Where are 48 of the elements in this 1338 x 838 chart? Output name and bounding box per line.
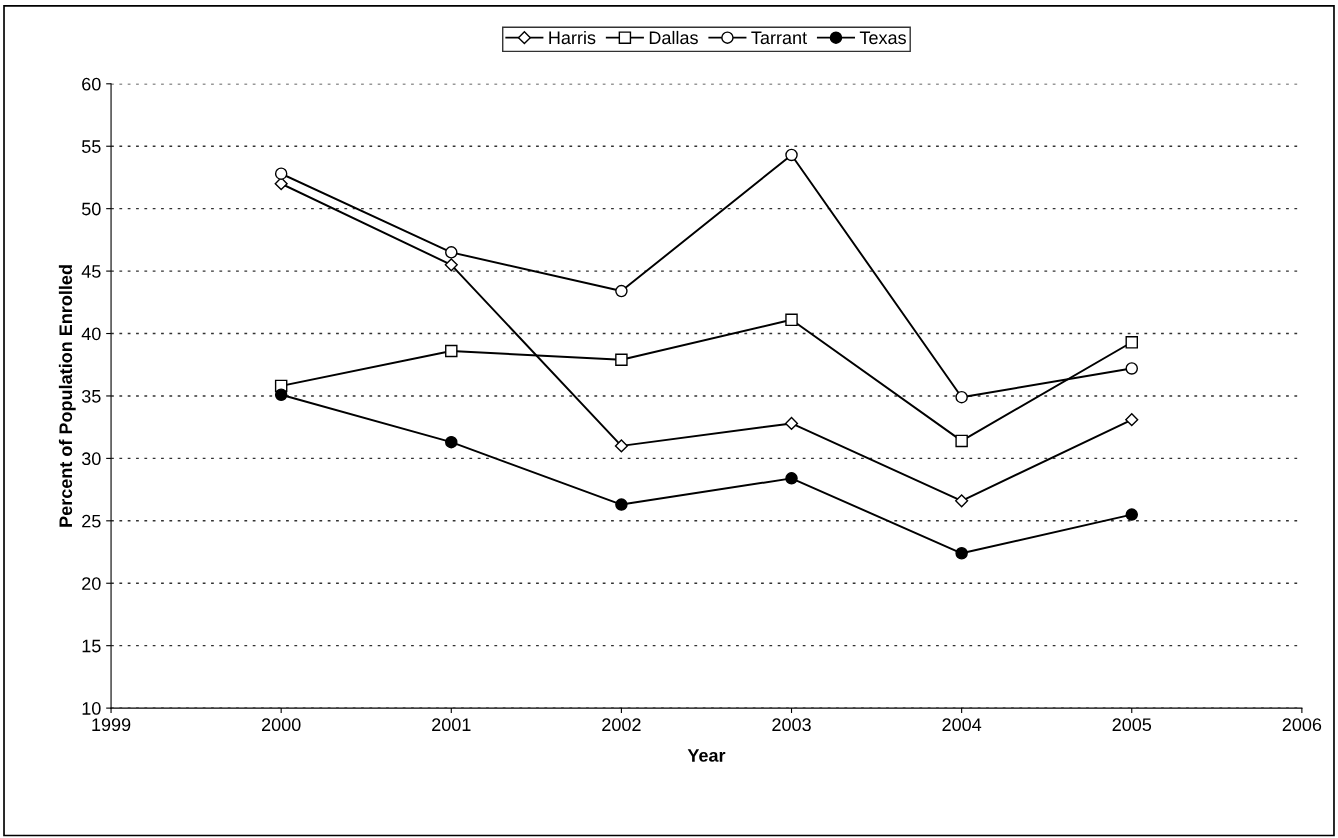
point <box>444 258 458 272</box>
point <box>785 472 798 485</box>
point <box>615 498 628 511</box>
y-tick-label: 50 <box>81 202 101 216</box>
point <box>785 313 798 327</box>
x-tick-label: 2005 <box>1112 718 1152 732</box>
point <box>445 344 458 358</box>
point <box>785 148 798 162</box>
y-tick-label: 10 <box>82 702 101 715</box>
point <box>784 416 799 431</box>
point <box>1125 413 1139 427</box>
x-tick-label: 1999 <box>92 718 131 732</box>
legend-label: Tarrant <box>751 31 807 45</box>
point <box>955 390 968 404</box>
y-tick-label: 60 <box>82 77 101 91</box>
x-tick-label: 2003 <box>772 718 811 732</box>
point <box>445 246 458 259</box>
point <box>955 434 968 448</box>
legend-label: Harris <box>549 30 596 45</box>
legend-label: Dallas <box>649 30 698 45</box>
y-tick-label: 55 <box>81 140 101 153</box>
y-tick-label: 30 <box>81 452 101 466</box>
point <box>615 284 628 298</box>
legend-label: Texas <box>859 31 906 45</box>
point <box>274 177 288 191</box>
point <box>1125 362 1139 375</box>
point <box>274 167 288 180</box>
x-axis-title: Year <box>687 749 726 762</box>
point <box>445 435 458 449</box>
x-tick-label: 2004 <box>942 718 982 732</box>
x-tick-label: 2000 <box>262 718 301 732</box>
y-tick-label: 40 <box>81 327 101 341</box>
y-axis-title: Percent of Population Enrolled <box>58 265 76 527</box>
point <box>614 439 628 453</box>
x-tick-label: 2001 <box>432 718 471 732</box>
y-tick-label: 15 <box>82 639 101 653</box>
point <box>1125 336 1139 349</box>
point <box>955 494 969 508</box>
x-tick-label: 2002 <box>602 718 641 732</box>
y-tick-label: 45 <box>81 265 101 278</box>
y-tick-label: 20 <box>82 577 101 590</box>
y-tick-label: 35 <box>81 389 101 403</box>
point <box>955 547 968 560</box>
y-tick-label: 25 <box>82 514 101 528</box>
point <box>615 353 628 366</box>
point <box>1125 508 1139 521</box>
point <box>274 388 288 401</box>
x-tick-label: 2006 <box>1282 718 1322 732</box>
